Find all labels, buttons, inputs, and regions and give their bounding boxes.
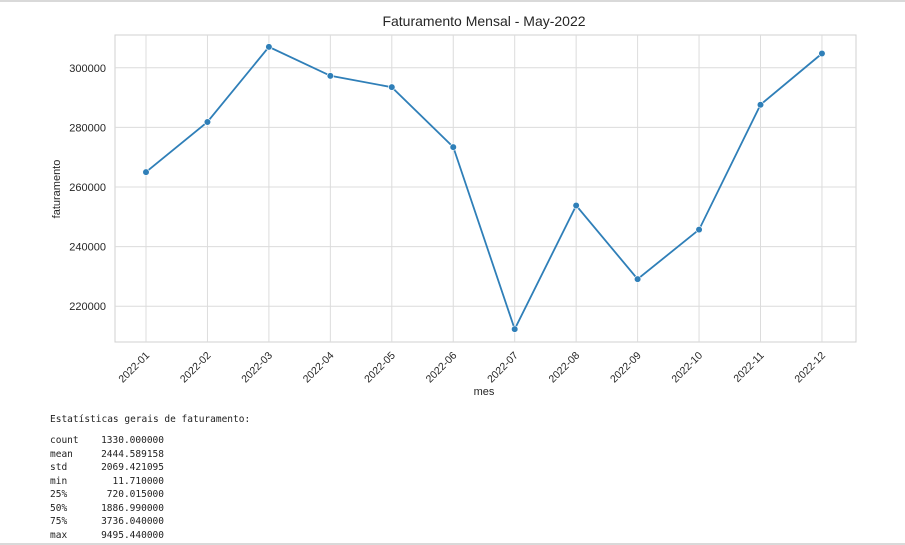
stat-value: 2069.421095 (101, 462, 164, 473)
x-tick-label: 2022-02 (178, 350, 214, 386)
stats-row: std 2069.421095 (50, 461, 250, 475)
x-tick-label: 2022-03 (239, 350, 275, 386)
data-point (633, 275, 642, 283)
data-point (818, 49, 826, 58)
stats-row: max 9495.440000 (50, 529, 250, 543)
data-point (203, 118, 212, 126)
x-tick-label: 2022-08 (547, 350, 583, 386)
stat-value: 11.710000 (112, 475, 164, 487)
y-tick-label: 280000 (69, 122, 106, 134)
stat-name: max (50, 529, 68, 541)
x-tick-label: 2022-05 (362, 350, 398, 386)
plot-area (114, 34, 857, 343)
y-axis-label: faturamento (51, 160, 63, 219)
stat-name: 25% (50, 489, 68, 500)
x-tick-label: 2022-06 (424, 350, 460, 386)
data-point (449, 143, 457, 151)
line-chart: Faturamento Mensal - May-2022 220000 2400… (51, 13, 857, 398)
stats-row: 50% 1886.990000 (50, 502, 250, 516)
x-tick-label: 2022-11 (731, 350, 766, 385)
stats-row: count 1330.000000 (50, 434, 250, 448)
stat-name: mean (50, 448, 73, 460)
y-axis-ticks: 220000 240000 260000 280000 300000 (69, 63, 106, 313)
stat-value: 3736.040000 (101, 516, 164, 527)
x-axis-label: mes (474, 386, 495, 398)
x-tick-label: 2022-04 (301, 350, 337, 386)
series-line (145, 45, 823, 332)
stats-table: count 1330.000000 mean 2444.589158 std 2069.4… (50, 434, 250, 542)
stats-output: Estatísticas gerais de faturamento: coun… (50, 414, 250, 542)
data-point (756, 101, 765, 109)
stat-name: count (50, 435, 79, 446)
stat-value: 9495.440000 (101, 529, 164, 541)
x-tick-label: 2022-07 (485, 350, 521, 386)
series-line-faturamento (142, 43, 826, 333)
data-point (572, 201, 580, 210)
stats-row: 75% 3736.040000 (50, 515, 250, 529)
stats-row: min 11.710000 (50, 475, 250, 489)
data-point (142, 168, 150, 176)
data-point (326, 72, 334, 80)
x-tick-label: 2022-12 (792, 350, 828, 386)
chart-title: Faturamento Mensal - May-2022 (382, 13, 585, 29)
y-tick-label: 300000 (69, 63, 106, 75)
stat-value: 720.015000 (106, 489, 164, 500)
stat-name: 75% (50, 516, 68, 527)
stat-value: 2444.589158 (101, 448, 164, 460)
stat-name: min (50, 475, 68, 487)
data-point (511, 325, 519, 333)
data-point (388, 83, 396, 91)
stats-title: Estatísticas gerais de faturamento: (50, 414, 251, 425)
x-tick-label: 2022-10 (669, 350, 705, 386)
stat-value: 1886.990000 (101, 502, 164, 514)
stats-row: mean 2444.589158 (50, 448, 250, 462)
stats-row: 25% 720.015000 (50, 488, 250, 502)
x-axis-ticks: 2022-01 2022-02 2022-03 2022-04 2022-05 2022-… (116, 350, 828, 386)
y-tick-label: 220000 (69, 301, 106, 313)
x-tick-label: 2022-09 (608, 350, 644, 386)
y-tick-label: 240000 (69, 242, 106, 254)
x-tick-label: 2022-01 (116, 350, 152, 386)
data-point (695, 226, 703, 234)
stat-value: 1330.000000 (101, 435, 164, 446)
stat-name: 50% (50, 502, 68, 514)
grid-lines (115, 35, 856, 342)
y-tick-label: 260000 (69, 182, 106, 194)
data-point (265, 43, 273, 51)
stat-name: std (50, 462, 68, 473)
